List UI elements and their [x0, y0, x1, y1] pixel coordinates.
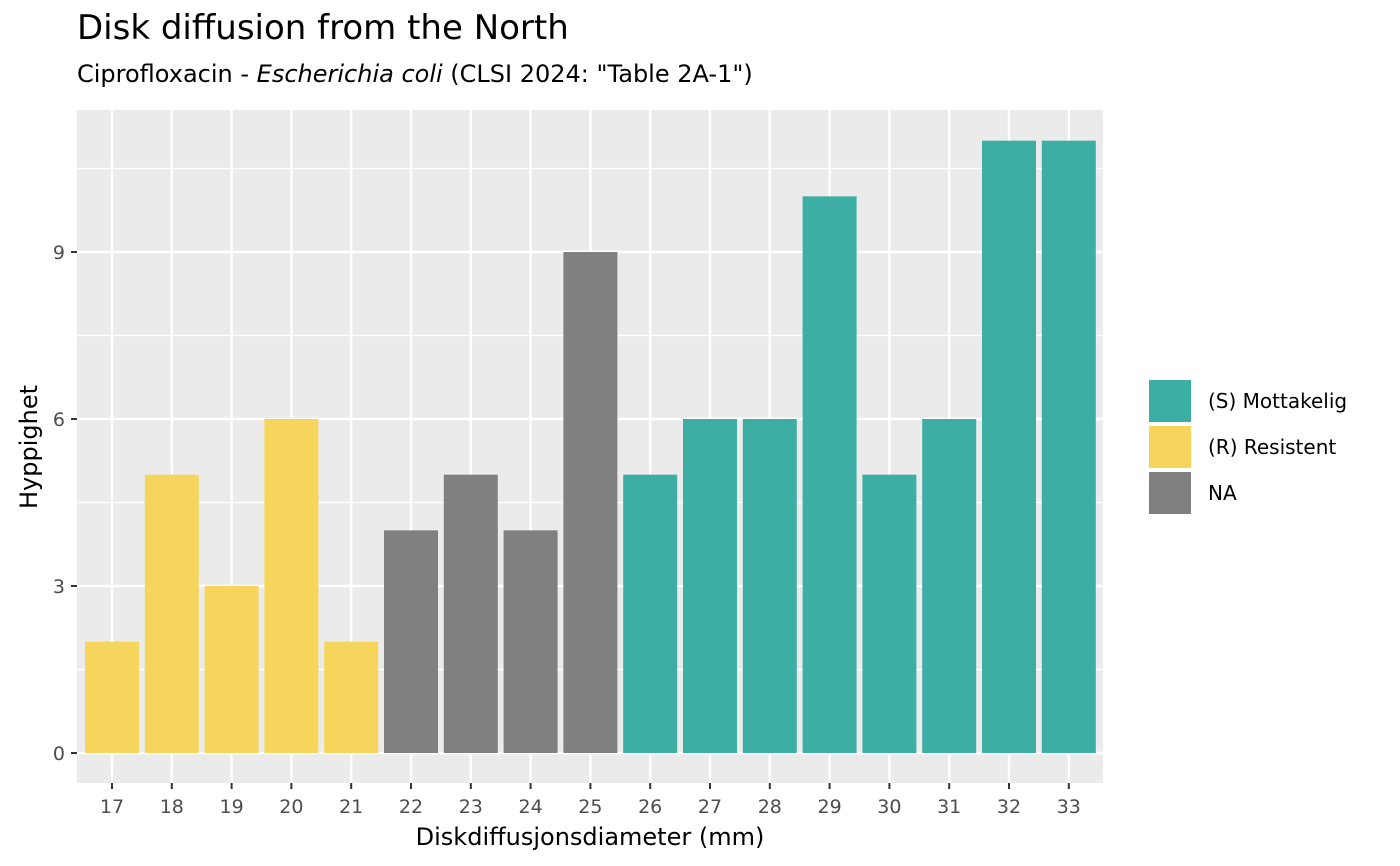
x-tick-label: 28	[758, 796, 782, 818]
y-axis: 0 3 6 9	[53, 242, 77, 765]
bar-24	[503, 530, 558, 753]
x-axis-label: Diskdiffusjonsdiameter (mm)	[416, 823, 765, 851]
legend-key-s	[1148, 379, 1192, 423]
bar-19	[204, 586, 259, 753]
bar-31	[922, 419, 977, 753]
x-tick-label: 23	[459, 796, 483, 818]
bar-23	[443, 474, 498, 753]
bar-17	[85, 641, 139, 753]
y-tick-label: 3	[53, 576, 65, 598]
x-tick-label: 29	[818, 796, 842, 818]
x-tick-label: 19	[220, 796, 244, 818]
bar-30	[862, 474, 917, 753]
legend-item-na: NA	[1148, 470, 1347, 516]
legend-key-na	[1148, 471, 1192, 515]
x-tick-label: 27	[698, 796, 722, 818]
chart-subtitle: Ciprofloxacin - Escherichia coli (CLSI 2…	[77, 60, 753, 88]
x-tick-label: 21	[339, 796, 363, 818]
x-tick-label: 22	[399, 796, 423, 818]
legend-label-r: (R) Resistent	[1208, 435, 1337, 459]
x-tick-label: 31	[937, 796, 961, 818]
x-axis: 17 18 19 20 21 22 23 24 25 26 27 28 29 30 31 32 33	[100, 783, 1081, 818]
legend-item-s: (S) Mottakelig	[1148, 378, 1347, 424]
bar-28	[742, 419, 797, 753]
x-tick-label: 33	[1057, 796, 1081, 818]
bar-20	[264, 419, 319, 753]
legend-item-r: (R) Resistent	[1148, 424, 1347, 470]
bar-21	[324, 641, 379, 753]
x-tick-label: 26	[638, 796, 662, 818]
y-tick-label: 6	[53, 409, 65, 431]
subtitle-suffix: (CLSI 2024: "Table 2A-1")	[442, 60, 753, 88]
y-axis-label: Hyppighet	[15, 385, 43, 509]
bar-29	[802, 196, 857, 754]
x-tick-label: 24	[519, 796, 543, 818]
subtitle-prefix: Ciprofloxacin -	[77, 60, 257, 88]
bars	[85, 140, 1096, 754]
x-tick-label: 30	[877, 796, 901, 818]
bar-27	[683, 419, 737, 753]
legend-key-r	[1148, 425, 1192, 469]
legend: (S) Mottakelig (R) Resistent NA	[1148, 378, 1347, 516]
x-tick-label: 32	[997, 796, 1021, 818]
bar-32	[982, 140, 1036, 753]
chart-title: Disk diffusion from the North	[77, 8, 569, 48]
bar-33	[1041, 140, 1096, 753]
bar-18	[144, 474, 199, 753]
subtitle-organism: Escherichia coli	[256, 60, 443, 88]
y-tick-label: 9	[53, 242, 65, 264]
x-tick-label: 20	[279, 796, 303, 818]
x-tick-label: 17	[100, 796, 124, 818]
bar-22	[384, 530, 438, 753]
bar-25	[563, 252, 618, 753]
legend-label-s: (S) Mottakelig	[1208, 389, 1348, 413]
x-tick-label: 25	[578, 796, 602, 818]
y-tick-label: 0	[53, 743, 65, 765]
x-tick-label: 18	[160, 796, 184, 818]
legend-label-na: NA	[1208, 481, 1237, 505]
bar-26	[623, 474, 678, 753]
